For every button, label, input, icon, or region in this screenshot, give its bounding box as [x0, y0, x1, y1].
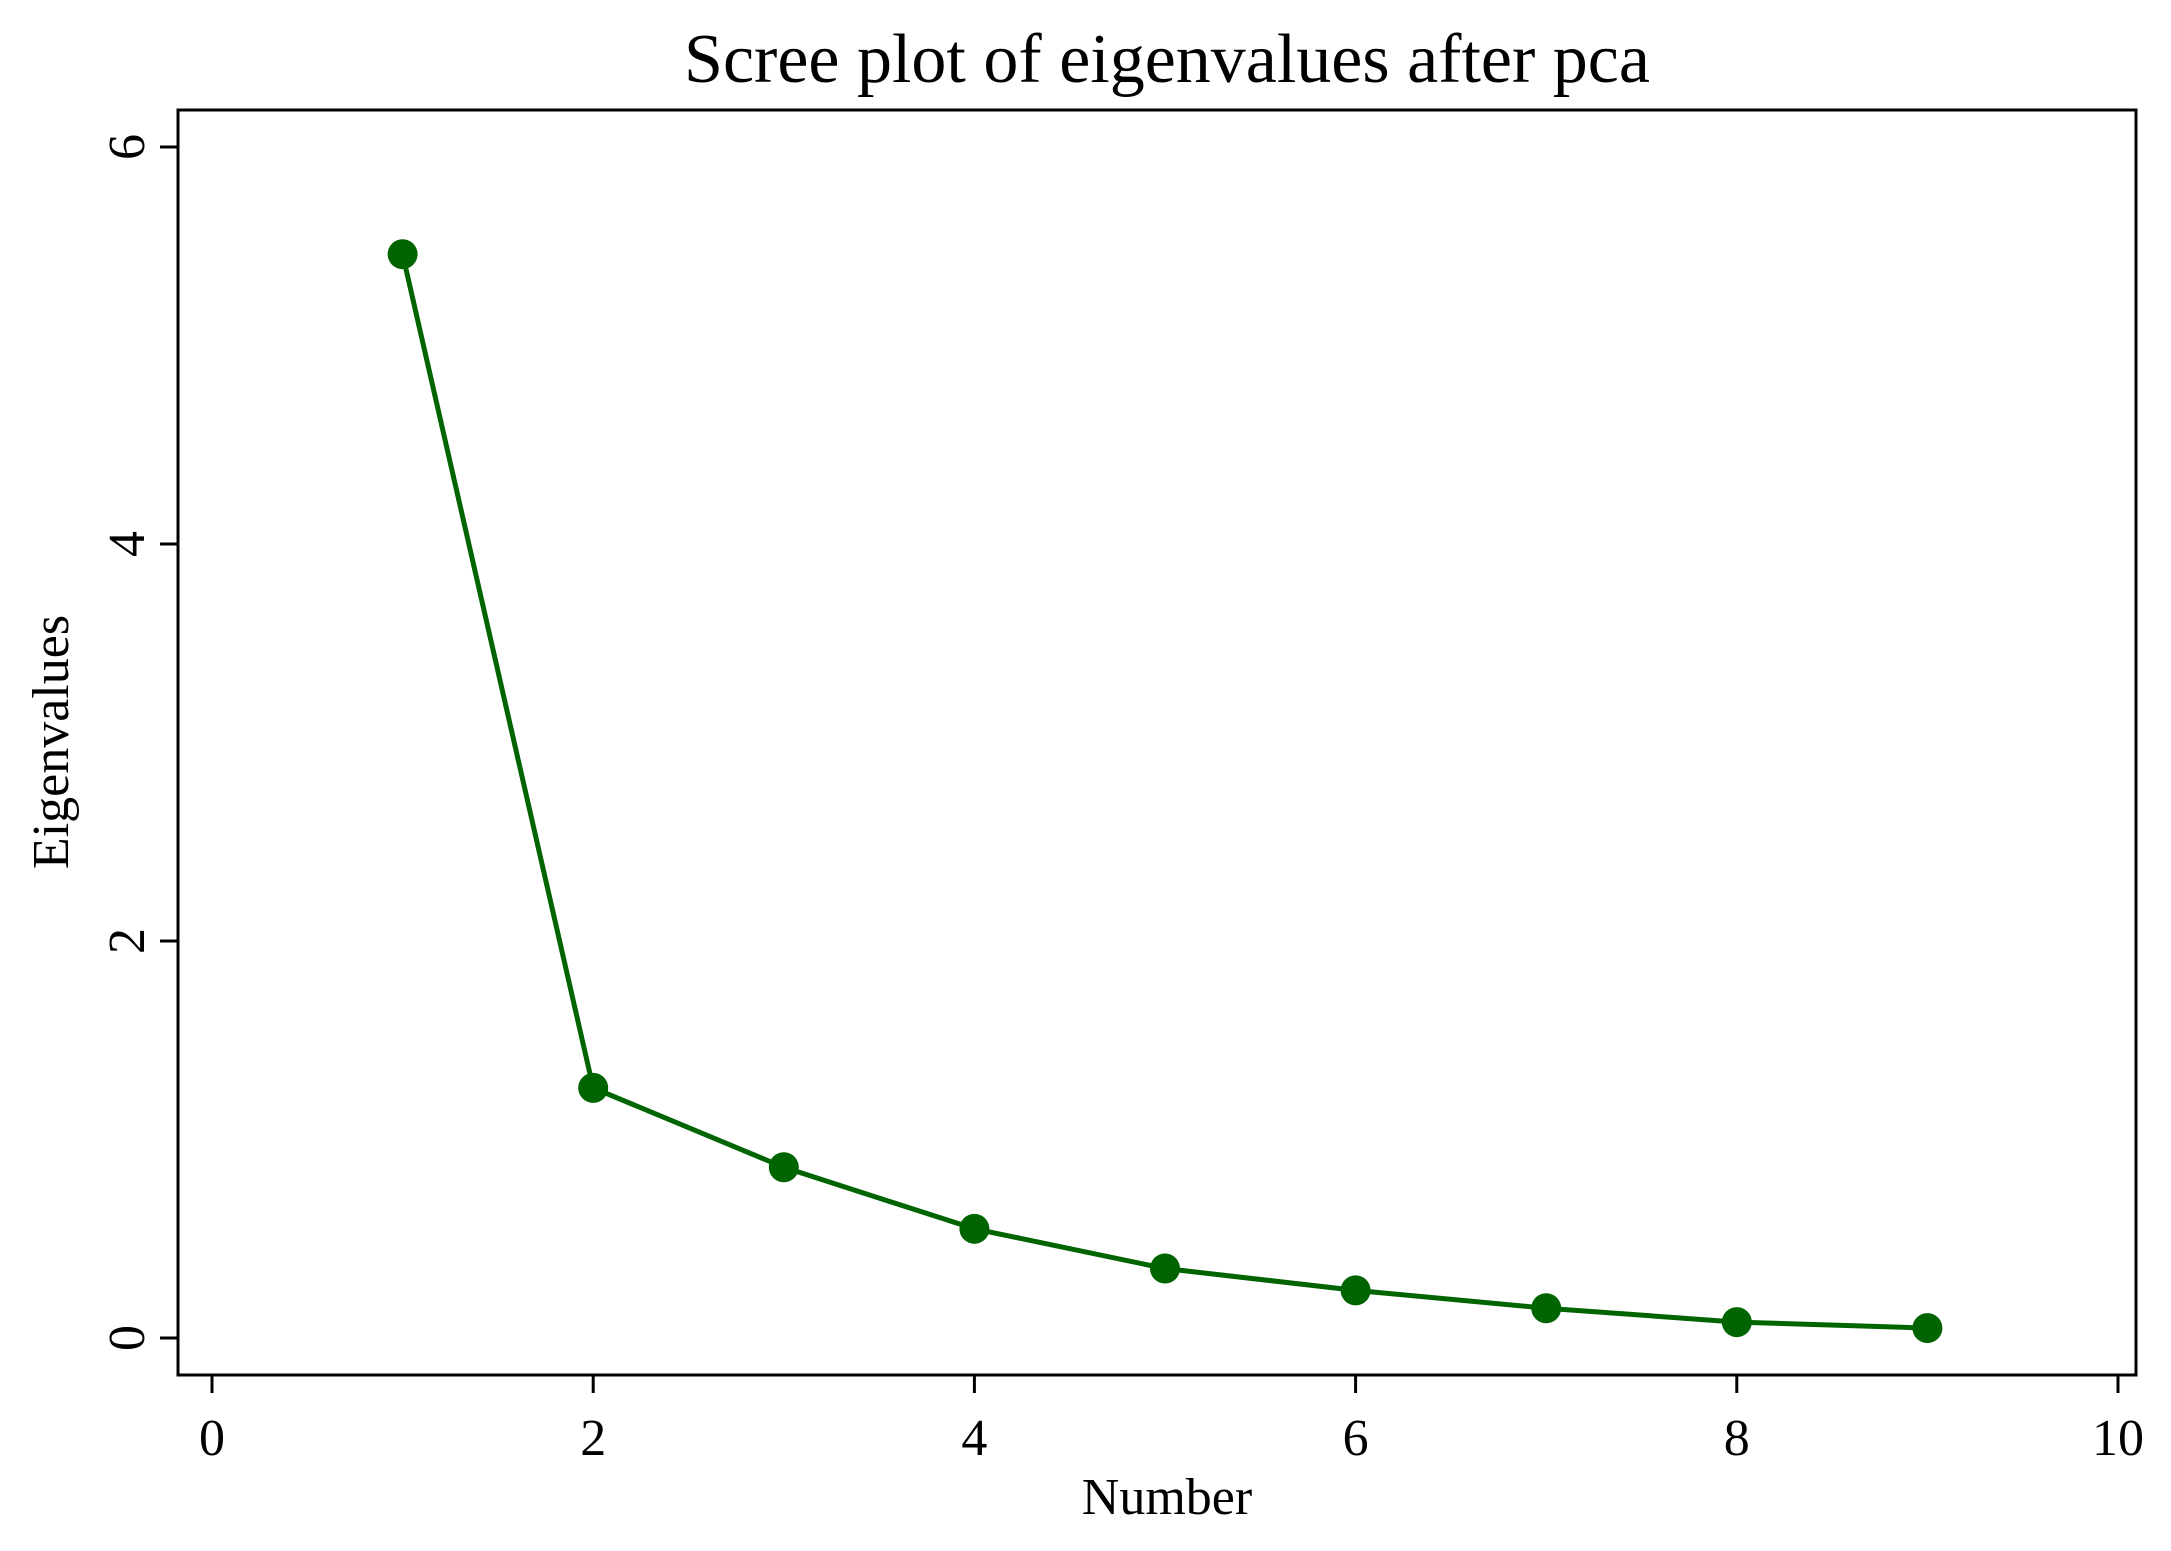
chart-title: Scree plot of eigenvalues after pca — [684, 21, 1650, 98]
x-axis: 0 2 4 6 8 10 — [199, 1375, 2144, 1467]
x-tick-label: 10 — [2092, 1410, 2144, 1467]
y-axis-label: Eigenvalues — [23, 615, 80, 869]
x-tick-label: 2 — [580, 1410, 606, 1467]
x-tick-label: 4 — [961, 1410, 987, 1467]
x-tick-label: 6 — [1343, 1410, 1369, 1467]
x-axis-label: Number — [1082, 1469, 1252, 1526]
series-layer — [387, 239, 1943, 1344]
y-tick-label: 6 — [99, 134, 156, 160]
data-point — [1912, 1313, 1943, 1344]
y-tick-label: 4 — [99, 531, 156, 557]
data-point — [1531, 1293, 1562, 1324]
data-point — [768, 1152, 799, 1183]
y-tick-label: 2 — [99, 928, 156, 954]
data-point — [387, 239, 418, 270]
data-point — [578, 1072, 609, 1103]
y-axis: 0 2 4 6 — [99, 134, 178, 1351]
y-tick-label: 0 — [99, 1325, 156, 1351]
plot-frame — [176, 108, 2138, 1377]
data-point — [1721, 1307, 1752, 1338]
data-point — [959, 1213, 990, 1244]
data-point — [1340, 1275, 1371, 1306]
data-point — [1150, 1253, 1180, 1284]
x-tick-label: 8 — [1724, 1410, 1750, 1467]
x-tick-label: 0 — [199, 1410, 225, 1467]
